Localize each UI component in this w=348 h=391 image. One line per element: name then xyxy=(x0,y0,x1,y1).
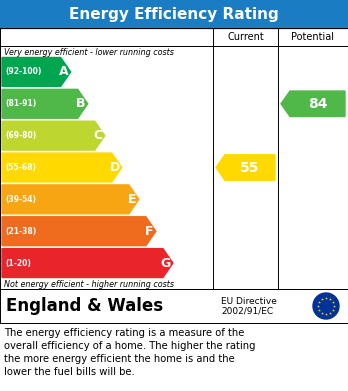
Text: (1-20): (1-20) xyxy=(5,258,31,267)
Polygon shape xyxy=(2,249,173,278)
Text: E: E xyxy=(128,193,136,206)
Text: (21-38): (21-38) xyxy=(5,227,36,236)
Text: England & Wales: England & Wales xyxy=(6,297,163,315)
Circle shape xyxy=(313,293,339,319)
Text: (92-100): (92-100) xyxy=(5,67,41,76)
Text: Potential: Potential xyxy=(292,32,334,42)
Text: F: F xyxy=(145,225,153,238)
Text: C: C xyxy=(93,129,102,142)
Polygon shape xyxy=(2,90,88,118)
Text: G: G xyxy=(161,256,171,269)
Text: EU Directive: EU Directive xyxy=(221,296,277,305)
Text: The energy efficiency rating is a measure of the: The energy efficiency rating is a measur… xyxy=(4,328,244,338)
Bar xyxy=(0,28,348,46)
Text: (69-80): (69-80) xyxy=(5,131,36,140)
Text: (55-68): (55-68) xyxy=(5,163,36,172)
Polygon shape xyxy=(2,217,156,246)
Polygon shape xyxy=(2,185,139,214)
Text: Not energy efficient - higher running costs: Not energy efficient - higher running co… xyxy=(4,280,174,289)
Text: Very energy efficient - lower running costs: Very energy efficient - lower running co… xyxy=(4,48,174,57)
Text: 84: 84 xyxy=(308,97,327,111)
Polygon shape xyxy=(2,153,122,182)
Text: (81-91): (81-91) xyxy=(5,99,36,108)
Text: Energy Efficiency Rating: Energy Efficiency Rating xyxy=(69,7,279,22)
Text: B: B xyxy=(76,97,86,110)
Polygon shape xyxy=(2,121,105,150)
Text: Current: Current xyxy=(227,32,264,42)
Text: overall efficiency of a home. The higher the rating: overall efficiency of a home. The higher… xyxy=(4,341,255,351)
Polygon shape xyxy=(2,57,71,86)
Text: 55: 55 xyxy=(240,160,260,174)
Text: (39-54): (39-54) xyxy=(5,195,36,204)
Polygon shape xyxy=(281,91,345,117)
Text: A: A xyxy=(59,65,69,79)
Polygon shape xyxy=(216,155,275,180)
Text: lower the fuel bills will be.: lower the fuel bills will be. xyxy=(4,367,135,377)
Bar xyxy=(0,0,348,28)
Text: the more energy efficient the home is and the: the more energy efficient the home is an… xyxy=(4,354,235,364)
Bar xyxy=(0,289,348,323)
Text: D: D xyxy=(110,161,120,174)
Bar xyxy=(0,28,348,289)
Text: 2002/91/EC: 2002/91/EC xyxy=(221,307,273,316)
